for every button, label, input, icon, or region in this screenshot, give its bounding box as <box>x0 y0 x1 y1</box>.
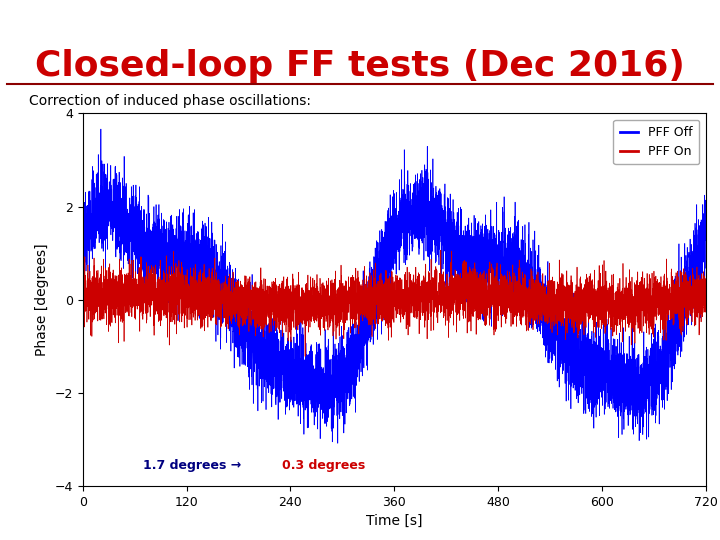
PFF Off <box>96 126 105 132</box>
PFF On <box>301 353 310 360</box>
PFF On <box>373 281 382 288</box>
PFF On <box>290 295 299 302</box>
PFF On <box>552 303 560 310</box>
Y-axis label: Phase [degrees]: Phase [degrees] <box>35 244 49 356</box>
Legend: PFF Off, PFF On: PFF Off, PFF On <box>613 120 699 164</box>
PFF On <box>534 294 542 300</box>
PFF Off <box>374 239 382 246</box>
PFF On <box>436 247 445 253</box>
PFF Off <box>552 320 560 327</box>
PFF Off <box>701 265 710 272</box>
PFF On <box>667 273 676 280</box>
PFF Off <box>333 440 342 447</box>
PFF Off <box>78 224 87 230</box>
PFF On <box>675 298 684 305</box>
PFF Off <box>675 314 684 320</box>
Text: 1.7 degrees →: 1.7 degrees → <box>143 458 246 471</box>
PFF Off <box>534 270 542 276</box>
PFF Off <box>667 363 676 369</box>
Line: PFF Off: PFF Off <box>83 129 706 443</box>
PFF On <box>78 293 87 299</box>
Text: Closed-loop FF tests (Dec 2016): Closed-loop FF tests (Dec 2016) <box>35 49 685 83</box>
PFF On <box>701 291 710 298</box>
Text: Correction of induced phase oscillations:: Correction of induced phase oscillations… <box>29 94 311 109</box>
Text: 0.3 degrees: 0.3 degrees <box>282 458 365 471</box>
X-axis label: Time [s]: Time [s] <box>366 514 423 528</box>
Line: PFF On: PFF On <box>83 250 706 356</box>
PFF Off <box>290 376 299 382</box>
